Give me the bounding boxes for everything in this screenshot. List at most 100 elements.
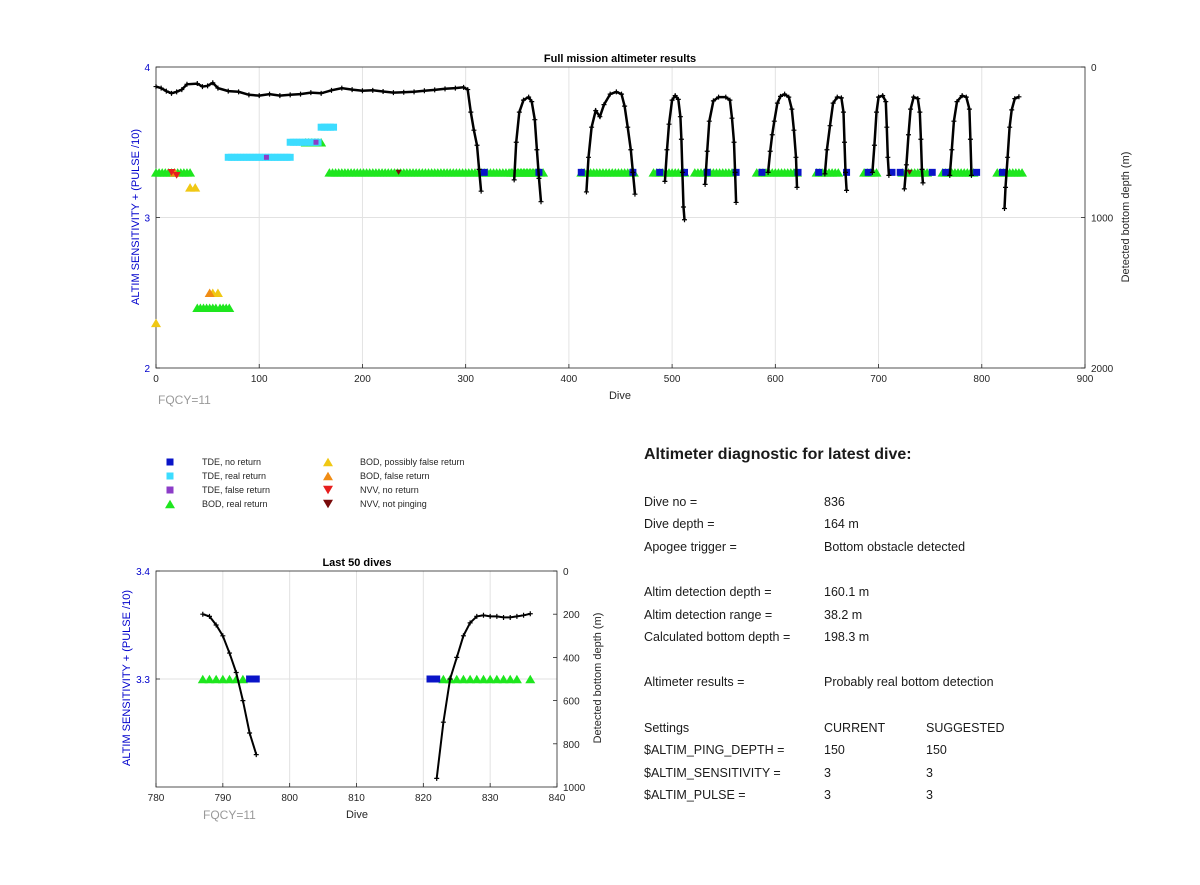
depth-point-marker	[885, 154, 891, 160]
bod-real-return-marker	[505, 674, 516, 684]
depth-profile-line	[871, 94, 891, 176]
bod-real-return-marker	[185, 168, 196, 177]
depth-point-marker	[527, 611, 533, 617]
depth-point-marker	[538, 199, 544, 205]
depth-point-marker	[480, 612, 486, 618]
depth-point-marker	[287, 92, 293, 98]
bod-real-return-marker	[237, 674, 248, 684]
diagnostic-value: 198.3 m	[824, 630, 870, 644]
depth-point-marker	[765, 169, 771, 175]
depth-point-marker	[240, 698, 246, 704]
y-tick-label: 3.4	[136, 567, 150, 578]
depth-profile-line	[1003, 95, 1020, 209]
depth-point-marker	[474, 142, 480, 148]
depth-point-marker	[597, 114, 603, 120]
x-tick-label: 200	[354, 374, 371, 385]
x-tick-label: 700	[870, 374, 887, 385]
tde-no-return-marker	[480, 168, 488, 176]
depth-point-marker	[903, 162, 909, 168]
legend-label: NVV, not pinging	[360, 499, 427, 509]
bod-real-return-marker	[438, 674, 449, 684]
legend-label: BOD, false return	[360, 471, 430, 481]
diagnostic-label: Altim detection range =	[644, 608, 773, 622]
depth-point-marker	[390, 90, 396, 96]
legend-label: BOD, real return	[202, 499, 268, 509]
depth-point-marker	[253, 752, 259, 758]
depth-point-marker	[844, 187, 850, 193]
depth-point-marker	[869, 169, 875, 175]
depth-point-marker	[277, 93, 283, 99]
depth-point-marker	[501, 614, 507, 620]
x-tick-label: 800	[973, 374, 990, 385]
depth-profile-line	[903, 95, 925, 190]
depth-point-marker	[534, 147, 540, 153]
depth-point-marker	[729, 115, 735, 121]
y-axis-label-right: Detected bottom depth (m)	[592, 613, 604, 744]
depth-point-marker	[834, 94, 840, 100]
nvv-no-return-marker	[167, 168, 176, 176]
x-axis-label: Dive	[346, 809, 368, 821]
tde-no-return-marker	[758, 168, 766, 176]
x-tick-label: 810	[348, 793, 365, 804]
depth-point-marker	[210, 80, 216, 86]
depth-point-marker	[199, 84, 205, 90]
nvv-not-pinging-marker	[906, 169, 913, 175]
depth-profile-line	[585, 90, 637, 195]
depth-point-marker	[677, 114, 683, 120]
depth-point-marker	[681, 217, 687, 223]
depth-point-marker	[905, 132, 911, 138]
depth-point-marker	[421, 88, 427, 94]
tde-no-return-marker	[656, 168, 664, 176]
depth-point-marker	[840, 109, 846, 115]
x-tick-label: 0	[153, 374, 159, 385]
tde-no-return-marker	[864, 168, 872, 176]
depth-point-marker	[468, 109, 474, 115]
nvv-no-return-marker	[172, 171, 181, 179]
depth-point-marker	[1007, 124, 1013, 130]
legend-marker	[166, 458, 174, 466]
depth-point-marker	[298, 91, 304, 97]
setting-name: $ALTIM_PING_DEPTH =	[644, 743, 785, 757]
depth-point-marker	[664, 147, 670, 153]
x-tick-label: 600	[767, 374, 784, 385]
diagnostic-label: Apogee trigger =	[644, 540, 737, 554]
depth-point-marker	[401, 89, 407, 95]
legend-label: BOD, possibly false return	[360, 457, 465, 467]
y-tick-label: 3	[144, 214, 150, 225]
depth-point-marker	[215, 85, 221, 91]
depth-point-marker	[880, 93, 886, 99]
depth-profile-line	[663, 93, 686, 220]
depth-point-marker	[267, 91, 273, 97]
legend-label: NVV, no return	[360, 485, 419, 495]
depth-point-marker	[947, 172, 953, 178]
depth-point-marker	[467, 620, 473, 626]
depth-point-marker	[789, 106, 795, 112]
depth-point-marker	[1005, 154, 1011, 160]
depth-point-marker	[227, 650, 233, 656]
legend-marker	[323, 471, 333, 481]
legend-marker	[323, 485, 333, 495]
depth-point-marker	[168, 90, 174, 96]
depth-point-marker	[432, 87, 438, 93]
depth-point-marker	[959, 93, 965, 99]
depth-point-marker	[918, 136, 924, 142]
bod-real-return-marker	[478, 674, 489, 684]
depth-point-marker	[194, 81, 200, 87]
depth-point-marker	[447, 676, 453, 682]
depth-point-marker	[601, 102, 607, 108]
depth-point-marker	[666, 121, 672, 127]
depth-point-marker	[521, 612, 527, 618]
y-right-tick-label: 0	[1091, 63, 1097, 74]
depth-point-marker	[675, 96, 681, 102]
legend-marker	[166, 486, 174, 494]
depth-point-marker	[529, 99, 535, 105]
frequency-annotation: FQCY=11	[203, 808, 256, 822]
tde-no-return-marker	[794, 168, 802, 176]
depth-point-marker	[731, 139, 737, 145]
depth-point-marker	[919, 166, 925, 172]
depth-profile-line	[435, 612, 531, 779]
x-tick-label: 830	[482, 793, 499, 804]
y-tick-label: 3.3	[136, 675, 150, 686]
diagnostic-value: 164 m	[824, 517, 859, 531]
